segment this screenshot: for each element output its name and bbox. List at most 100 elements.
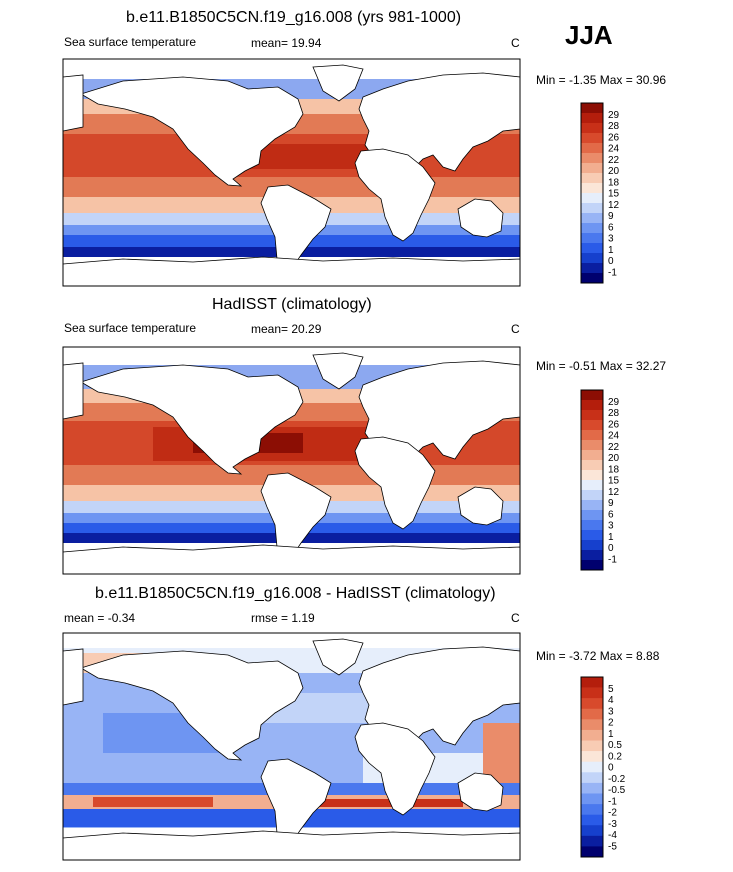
- colorbar-swatch: [581, 243, 603, 254]
- colorbar-tick-label: 4: [608, 695, 614, 706]
- colorbar-tick-label: 22: [608, 155, 620, 166]
- colorbar-swatch: [581, 133, 603, 144]
- panel2-units: C: [511, 322, 520, 336]
- colorbar-swatch: [581, 233, 603, 244]
- colorbar-tick-label: -1: [608, 554, 617, 565]
- colorbar-tick-label: 0: [608, 543, 614, 554]
- colorbar-swatch: [581, 153, 603, 164]
- colorbar-tick-label: 26: [608, 419, 620, 430]
- colorbar-swatch: [581, 253, 603, 264]
- colorbar-swatch: [581, 677, 603, 688]
- colorbar-swatch: [581, 846, 603, 858]
- colorbar-swatch: [581, 719, 603, 731]
- colorbar-tick-label: 15: [608, 189, 620, 200]
- colorbar-tick-label: 28: [608, 121, 620, 132]
- map-panel-1: [62, 58, 521, 287]
- season-label: JJA: [565, 20, 613, 50]
- colorbar-tick-label: 1: [608, 245, 614, 256]
- colorbar-swatch: [581, 761, 603, 773]
- panel3-mean: mean = -0.34: [64, 611, 136, 625]
- colorbar-tick-label: 15: [608, 476, 620, 487]
- colorbar-frame: [580, 389, 604, 571]
- colorbar-swatch: [581, 500, 603, 511]
- colorbar-swatch: [581, 420, 603, 431]
- map-panel-3: [62, 632, 521, 861]
- colorbar-tick-label: 1: [608, 729, 614, 740]
- colorbar-swatch: [581, 223, 603, 234]
- colorbar-swatch: [581, 460, 603, 471]
- colorbar-frame: [580, 102, 604, 284]
- panel2-minmax: Min = -0.51 Max = 32.27: [536, 359, 667, 373]
- colorbar-tick-label: 3: [608, 706, 614, 717]
- colorbar-tick-label: 3: [608, 521, 614, 532]
- colorbar-swatch: [581, 540, 603, 551]
- panel2-mean: mean= 20.29: [251, 322, 322, 336]
- colorbar-tick-label: 0.5: [608, 740, 622, 751]
- colorbar-tick-label: 20: [608, 166, 620, 177]
- colorbar-tick-label: 1: [608, 532, 614, 543]
- colorbar-swatch: [581, 782, 603, 794]
- colorbar-swatch: [581, 814, 603, 826]
- colorbar-swatch: [581, 560, 603, 571]
- colorbar-tick-label: 0.2: [608, 751, 622, 762]
- panel1-variable: Sea surface temperature: [64, 35, 197, 49]
- colorbar-swatch: [581, 430, 603, 441]
- colorbar-tick-label: 26: [608, 132, 620, 143]
- colorbar-tick-label: 24: [608, 144, 620, 155]
- colorbar-swatch: [581, 203, 603, 214]
- colorbar-tick-label: 18: [608, 177, 620, 188]
- colorbar-swatch: [581, 193, 603, 204]
- colorbar-tick-label: 24: [608, 431, 620, 442]
- colorbar-tick-label: 29: [608, 110, 620, 121]
- colorbar-tick-label: 2: [608, 718, 614, 729]
- colorbar-swatch: [581, 213, 603, 224]
- panel3-units: C: [511, 611, 520, 625]
- colorbar-tick-label: -3: [608, 819, 617, 830]
- colorbar-swatch: [581, 163, 603, 174]
- colorbar-swatch: [581, 835, 603, 847]
- colorbar-tick-label: -5: [608, 841, 617, 852]
- panel2-title: HadISST (climatology): [212, 296, 372, 313]
- colorbar-swatch: [581, 772, 603, 784]
- colorbar-swatch: [581, 530, 603, 541]
- panel3-rmse: rmse = 1.19: [251, 611, 315, 625]
- colorbar-tick-label: -4: [608, 830, 617, 841]
- colorbar-swatch: [581, 687, 603, 699]
- colorbar-tick-label: 29: [608, 397, 620, 408]
- colorbar-tick-label: 18: [608, 464, 620, 475]
- colorbar-swatch: [581, 450, 603, 461]
- colorbar-swatch: [581, 520, 603, 531]
- colorbar-tick-label: 0: [608, 763, 614, 774]
- colorbar-swatch: [581, 708, 603, 720]
- colorbar-swatch: [581, 751, 603, 763]
- colorbar-tick-label: 6: [608, 222, 614, 233]
- colorbar-swatch: [581, 698, 603, 710]
- colorbar-tick-label: -1: [608, 267, 617, 278]
- colorbar-tick-label: 12: [608, 200, 620, 211]
- panel1-units: C: [511, 36, 520, 50]
- colorbar-swatch: [581, 173, 603, 184]
- colorbar-tick-label: 0: [608, 256, 614, 267]
- panel3-title: b.e11.B1850C5CN.f19_g16.008 - HadISST (c…: [95, 585, 496, 602]
- colorbar-tick-label: 9: [608, 211, 614, 222]
- colorbar-swatch: [581, 793, 603, 805]
- colorbar-tick-label: 6: [608, 509, 614, 520]
- panel1-mean: mean= 19.94: [251, 36, 322, 50]
- colorbar-swatch: [581, 113, 603, 124]
- colorbar-tick-label: 28: [608, 408, 620, 419]
- panel1-minmax: Min = -1.35 Max = 30.96: [536, 73, 667, 87]
- colorbar-swatch: [581, 123, 603, 134]
- panel1-title: b.e11.B1850C5CN.f19_g16.008 (yrs 981-100…: [126, 9, 462, 26]
- map-panel-2: [62, 346, 521, 575]
- colorbar-swatch: [581, 263, 603, 274]
- colorbar-swatch: [581, 550, 603, 561]
- colorbar-swatch: [581, 510, 603, 521]
- colorbar-tick-label: -2: [608, 808, 617, 819]
- colorbar-tick-label: 3: [608, 234, 614, 245]
- colorbar-tick-label: 9: [608, 498, 614, 509]
- colorbar-swatch: [581, 400, 603, 411]
